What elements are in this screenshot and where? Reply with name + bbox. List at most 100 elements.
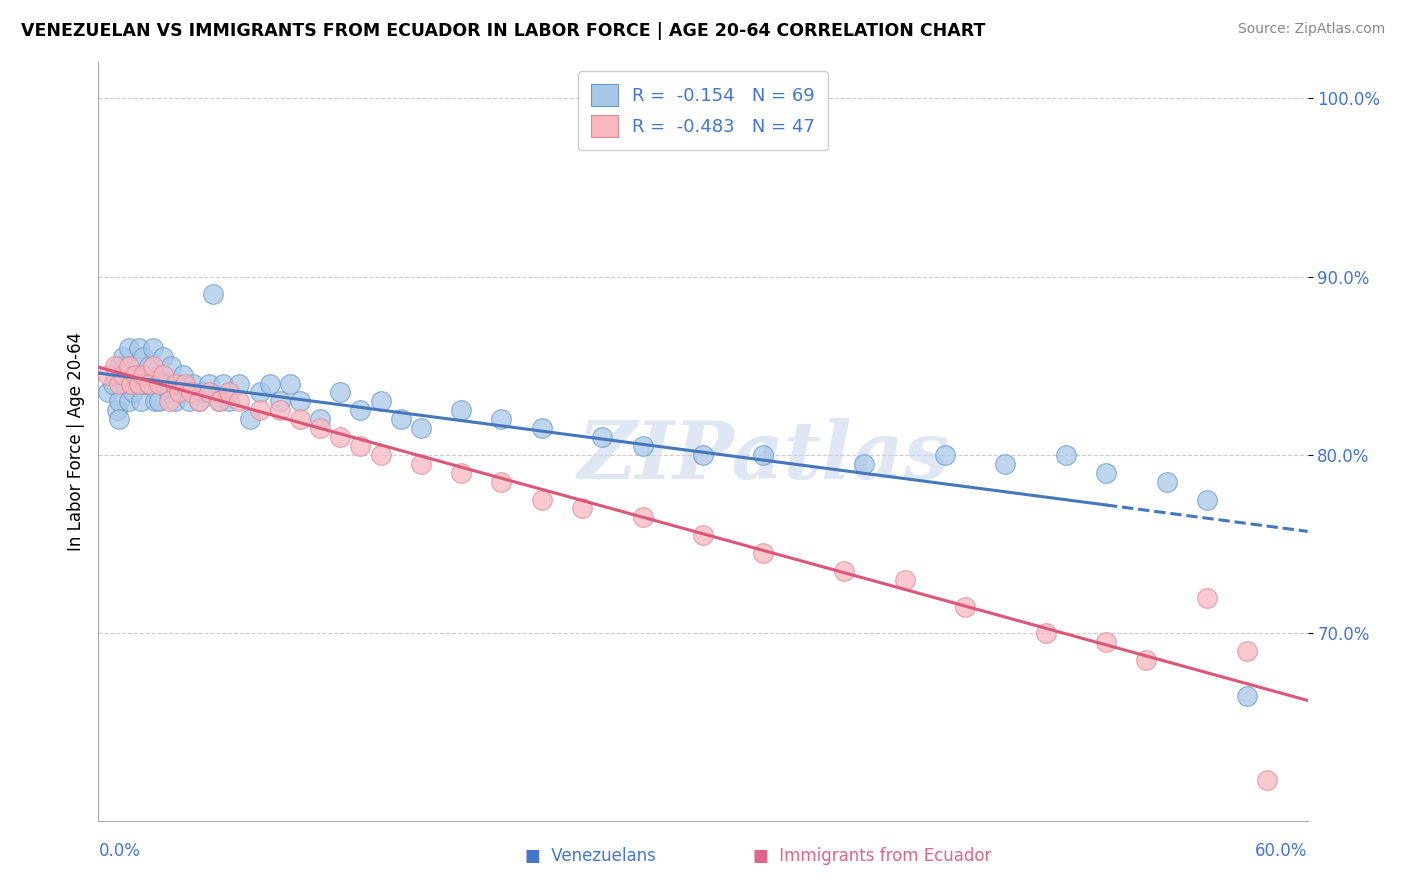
Point [389,412,412,426]
Point [124,368,146,382]
Point [288,412,311,426]
Point [128,376,150,391]
Point [103,368,125,382]
Point [193,385,215,400]
Point [118,341,141,355]
Point [530,492,553,507]
Point [138,376,160,391]
Point [1156,475,1178,489]
Point [202,287,225,301]
Point [1035,626,1057,640]
Point [157,394,180,409]
Point [249,385,271,400]
Point [124,368,146,382]
Point [128,341,150,355]
Point [329,385,352,400]
Point [142,359,165,373]
Text: Source: ZipAtlas.com: Source: ZipAtlas.com [1237,22,1385,37]
Point [107,412,129,426]
Point [163,394,186,409]
Text: ■  Venezuelans: ■ Venezuelans [524,847,657,865]
Point [174,376,197,391]
Point [269,394,291,409]
Point [101,376,124,391]
Point [114,376,136,391]
Point [172,368,194,382]
Point [218,385,240,400]
Point [160,359,183,373]
Text: 60.0%: 60.0% [1256,842,1308,860]
Point [409,457,432,471]
Point [163,376,186,391]
Point [157,385,180,400]
Point [1135,653,1157,667]
Point [832,564,855,578]
Point [142,341,165,355]
Point [278,376,301,391]
Point [309,412,332,426]
Point [370,448,392,462]
Point [349,439,371,453]
Point [631,439,654,453]
Point [1054,448,1077,462]
Point [329,430,352,444]
Point [218,394,240,409]
Point [288,394,311,409]
Point [752,546,775,560]
Point [188,394,211,409]
Point [370,394,392,409]
Point [1195,591,1218,605]
Point [1236,689,1258,703]
Point [491,412,513,426]
Point [129,394,152,409]
Point [228,376,250,391]
Point [198,376,221,391]
Y-axis label: In Labor Force | Age 20-64: In Labor Force | Age 20-64 [66,332,84,551]
Point [128,376,150,391]
Legend: R =  -0.154   N = 69, R =  -0.483   N = 47: R = -0.154 N = 69, R = -0.483 N = 47 [578,71,828,150]
Point [239,412,262,426]
Point [212,376,235,391]
Point [228,394,250,409]
Point [208,394,231,409]
Point [631,510,654,524]
Point [148,368,170,382]
Point [111,368,134,382]
Point [530,421,553,435]
Point [97,368,120,382]
Point [853,457,876,471]
Point [134,376,156,391]
Point [167,385,190,400]
Point [994,457,1017,471]
Point [103,359,125,373]
Point [198,385,221,400]
Point [132,368,155,382]
Point [118,359,141,373]
Point [179,394,201,409]
Point [120,376,142,391]
Point [953,599,976,614]
Point [152,368,174,382]
Point [491,475,513,489]
Point [143,394,166,409]
Point [188,394,211,409]
Point [692,448,714,462]
Point [692,528,714,542]
Point [450,466,472,480]
Point [111,350,134,364]
Point [148,376,170,391]
Point [120,376,142,391]
Point [893,573,915,587]
Point [752,448,775,462]
Point [1236,644,1258,658]
Point [167,376,190,391]
Point [153,376,176,391]
Point [107,394,129,409]
Point [1095,466,1118,480]
Point [349,403,371,417]
Point [138,376,160,391]
Point [107,376,129,391]
Point [259,376,281,391]
Point [107,359,129,373]
Text: VENEZUELAN VS IMMIGRANTS FROM ECUADOR IN LABOR FORCE | AGE 20-64 CORRELATION CHA: VENEZUELAN VS IMMIGRANTS FROM ECUADOR IN… [21,22,986,40]
